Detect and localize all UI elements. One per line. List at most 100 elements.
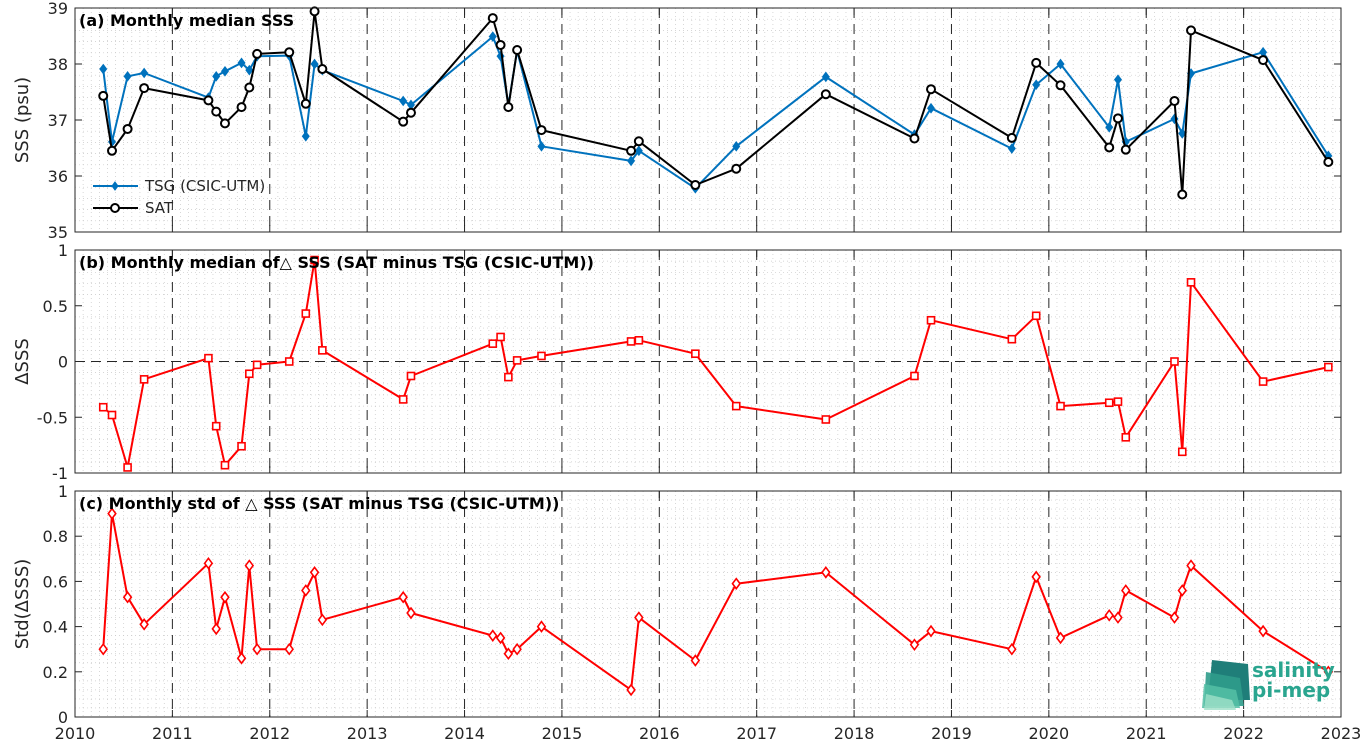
data-point xyxy=(731,577,741,590)
y-axis-label: ΔSSS xyxy=(12,338,33,385)
data-point xyxy=(139,83,150,94)
logo-line1: salinity xyxy=(1252,658,1335,682)
data-point xyxy=(1113,397,1123,406)
x-tick-label: 2017 xyxy=(736,724,777,743)
data-point xyxy=(1105,121,1114,133)
legend-label-tsg: TSG (CSIC-UTM) xyxy=(144,177,265,195)
data-point xyxy=(691,349,700,358)
data-point xyxy=(236,651,247,665)
data-point xyxy=(139,618,149,631)
data-point xyxy=(140,67,149,79)
data-point xyxy=(220,590,230,604)
data-point xyxy=(284,357,294,366)
data-point xyxy=(219,118,230,129)
data-point xyxy=(211,622,221,636)
data-point xyxy=(1178,128,1187,139)
panel-b: -1 -0.5 0 0.5 1 (b) Monthly median of△ SSS (S… xyxy=(12,241,1342,483)
logo-line2: pi-mep xyxy=(1252,678,1330,702)
data-point xyxy=(1186,278,1196,287)
data-point xyxy=(732,140,741,152)
data-point xyxy=(98,642,108,656)
data-point xyxy=(627,155,636,167)
x-tick-label: 2011 xyxy=(152,724,193,743)
x-tick-label: 2022 xyxy=(1223,724,1264,743)
data-point xyxy=(203,95,214,106)
data-point xyxy=(690,654,701,667)
x-tick-label: 2019 xyxy=(931,724,972,743)
legend-marker-sat xyxy=(110,203,120,213)
data-point xyxy=(1121,433,1131,442)
y-tick-label: -0.5 xyxy=(37,408,68,427)
data-point xyxy=(634,336,644,345)
data-point xyxy=(301,584,311,597)
data-point xyxy=(926,84,937,95)
y-axis-label: Std(ΔSSS) xyxy=(12,559,33,650)
data-point xyxy=(220,65,229,77)
data-point xyxy=(821,566,831,579)
data-point xyxy=(512,356,522,365)
data-point xyxy=(1006,132,1017,143)
data-point xyxy=(1324,362,1333,372)
data-point xyxy=(1104,398,1114,408)
data-point xyxy=(1177,447,1187,457)
data-point xyxy=(300,98,311,109)
data-point xyxy=(139,375,149,384)
data-point xyxy=(1032,79,1041,91)
panel-a: 35 36 37 38 39 (a) Monthly median SSS SSS (psu… xyxy=(12,0,1342,242)
y-tick-label: 37 xyxy=(48,111,68,130)
data-point xyxy=(237,57,246,69)
y-tick-label: 0.8 xyxy=(43,527,68,546)
data-point xyxy=(309,6,320,17)
data-point xyxy=(626,337,636,346)
data-point xyxy=(220,460,230,470)
data-point xyxy=(488,629,498,642)
data-point xyxy=(398,590,408,604)
data-point xyxy=(317,613,328,627)
y-axis-label: SSS (psu) xyxy=(12,77,33,163)
data-point xyxy=(1104,142,1115,153)
data-point xyxy=(310,58,319,70)
y-tick-label: 1 xyxy=(58,482,68,501)
data-point xyxy=(301,309,311,318)
data-point xyxy=(1258,377,1268,386)
data-point xyxy=(252,360,262,370)
data-point xyxy=(503,102,514,113)
y-tick-label: 0.6 xyxy=(43,572,68,591)
data-point xyxy=(926,315,936,325)
data-point xyxy=(1186,25,1197,36)
data-point xyxy=(1177,584,1188,597)
data-point xyxy=(1104,608,1114,622)
data-point xyxy=(123,70,132,82)
data-point xyxy=(212,70,221,82)
data-point xyxy=(252,48,263,59)
data-point xyxy=(909,638,920,652)
data-point xyxy=(284,47,295,58)
salinity-pimep-logo: salinity pi-mep xyxy=(1202,658,1335,710)
data-point xyxy=(99,63,108,75)
data-point xyxy=(1186,559,1196,572)
data-point xyxy=(537,140,546,152)
data-point xyxy=(495,39,506,50)
y-tick-label: 38 xyxy=(48,55,68,74)
data-point xyxy=(821,415,831,424)
data-point xyxy=(495,631,506,645)
data-point xyxy=(317,64,328,75)
data-point xyxy=(284,642,294,656)
x-tick-label: 2014 xyxy=(444,724,485,743)
y-tick-label: 0 xyxy=(58,353,68,372)
data-point xyxy=(1031,570,1041,584)
y-tick-label: 0.5 xyxy=(43,297,68,316)
panel-title: (a) Monthly median SSS xyxy=(79,11,294,30)
data-point xyxy=(309,566,320,579)
y-tick-label: 36 xyxy=(48,167,68,186)
data-point xyxy=(1112,113,1123,124)
x-axis-ticks: 2010 2011 2012 2013 2014 2015 2016 2017 2018 2019… xyxy=(55,724,1362,743)
data-point xyxy=(537,351,546,361)
data-point xyxy=(1113,611,1123,624)
data-point xyxy=(626,683,636,697)
y-tick-label: 1 xyxy=(58,241,68,260)
plot-frame xyxy=(74,7,1342,233)
data-point xyxy=(406,371,416,381)
data-point xyxy=(503,647,514,661)
